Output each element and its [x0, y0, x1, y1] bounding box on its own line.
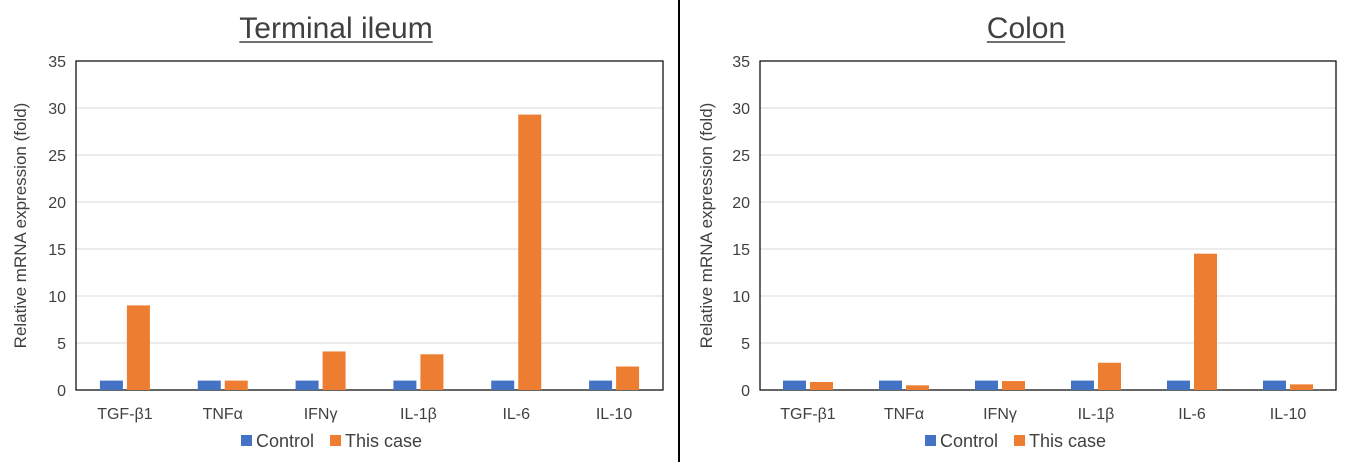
bar-this-case-tgf-1	[126, 305, 150, 390]
bar-this-case-ifn	[322, 351, 346, 390]
plot-area-frame	[759, 60, 1337, 391]
legend-label-this-case: This case	[1029, 431, 1106, 451]
y-tick-label: 10	[732, 289, 750, 306]
bar-this-case-il-10	[616, 366, 640, 390]
bar-control-ifn	[295, 380, 319, 390]
bar-this-case-tnf	[224, 380, 248, 390]
chart-panel-colon: Colon 0 5 10 15 20 25 30 35 Relative mRNA express…	[697, 12, 1337, 451]
y-tick-label: 25	[48, 148, 66, 165]
bar-this-case-il-1	[420, 354, 444, 390]
y-axis-label: Relative mRNA expression (fold)	[697, 103, 716, 349]
y-tick-label: 0	[741, 383, 750, 400]
y-tick-label: 15	[732, 242, 750, 259]
bar-control-il-10	[1263, 380, 1286, 390]
y-tick-label: 25	[732, 148, 750, 165]
y-tick-label: 15	[48, 242, 66, 259]
legend-label-control: Control	[256, 431, 314, 451]
x-tick-label: IL-10	[596, 406, 633, 423]
bar-this-case-il-6	[1194, 253, 1217, 390]
y-tick-label: 30	[48, 101, 66, 118]
y-tick-label: 35	[732, 54, 750, 71]
bar-this-case-il-6	[518, 114, 542, 390]
x-tick-label: TGF-β1	[780, 406, 836, 423]
x-tick-label: TNFα	[884, 406, 924, 423]
x-tick-label: TGF-β1	[97, 406, 153, 423]
x-tick-label: IL-1β	[1078, 406, 1115, 423]
x-tick-label: IL-6	[502, 406, 530, 423]
y-tick-label: 30	[732, 101, 750, 118]
chart-title: Colon	[987, 12, 1065, 45]
legend-label-control: Control	[940, 431, 998, 451]
bar-this-case-il-10	[1290, 384, 1313, 390]
bar-control-tgf-1	[783, 380, 806, 390]
legend-swatch-control	[241, 435, 252, 446]
y-axis-label: Relative mRNA expression (fold)	[11, 103, 30, 349]
x-tick-label: IL-1β	[400, 406, 437, 423]
x-tick-label: IFNγ	[983, 406, 1017, 423]
bar-control-tnf	[879, 380, 902, 390]
y-tick-label: 35	[48, 54, 66, 71]
x-tick-label: IFNγ	[304, 406, 338, 423]
y-tick-label: 5	[57, 336, 66, 353]
chart-title: Terminal ileum	[239, 12, 432, 45]
bar-control-il-10	[589, 380, 613, 390]
bar-control-tgf-1	[99, 380, 123, 390]
legend-swatch-this-case	[330, 435, 342, 446]
x-tick-label: TNFα	[203, 406, 243, 423]
y-tick-label: 0	[57, 383, 66, 400]
bar-this-case-tgf-1	[810, 382, 833, 390]
legend-swatch-this-case	[1014, 435, 1026, 446]
bar-control-il-1	[1071, 380, 1094, 390]
bar-this-case-tnf	[906, 385, 929, 390]
bar-control-il-6	[491, 380, 515, 390]
y-tick-label: 10	[48, 289, 66, 306]
x-tick-label: IL-10	[1270, 406, 1307, 423]
legend-label-this-case: This case	[345, 431, 422, 451]
y-tick-label: 20	[48, 195, 66, 212]
bar-control-il-6	[1167, 380, 1190, 390]
y-tick-label: 20	[732, 195, 750, 212]
y-tick-label: 5	[741, 336, 750, 353]
bar-control-tnf	[197, 380, 221, 390]
plot-area-frame	[75, 60, 664, 391]
bar-this-case-il-1	[1098, 362, 1121, 390]
bar-control-il-1	[393, 380, 417, 390]
bar-control-ifn	[975, 380, 998, 390]
bar-this-case-ifn	[1002, 381, 1025, 390]
chart-panel-terminal-ileum: Terminal ileum 0 5 10 15 20 25 30 35 Relative mRN…	[11, 12, 664, 451]
x-tick-label: IL-6	[1178, 406, 1206, 423]
legend-swatch-control	[925, 435, 936, 446]
